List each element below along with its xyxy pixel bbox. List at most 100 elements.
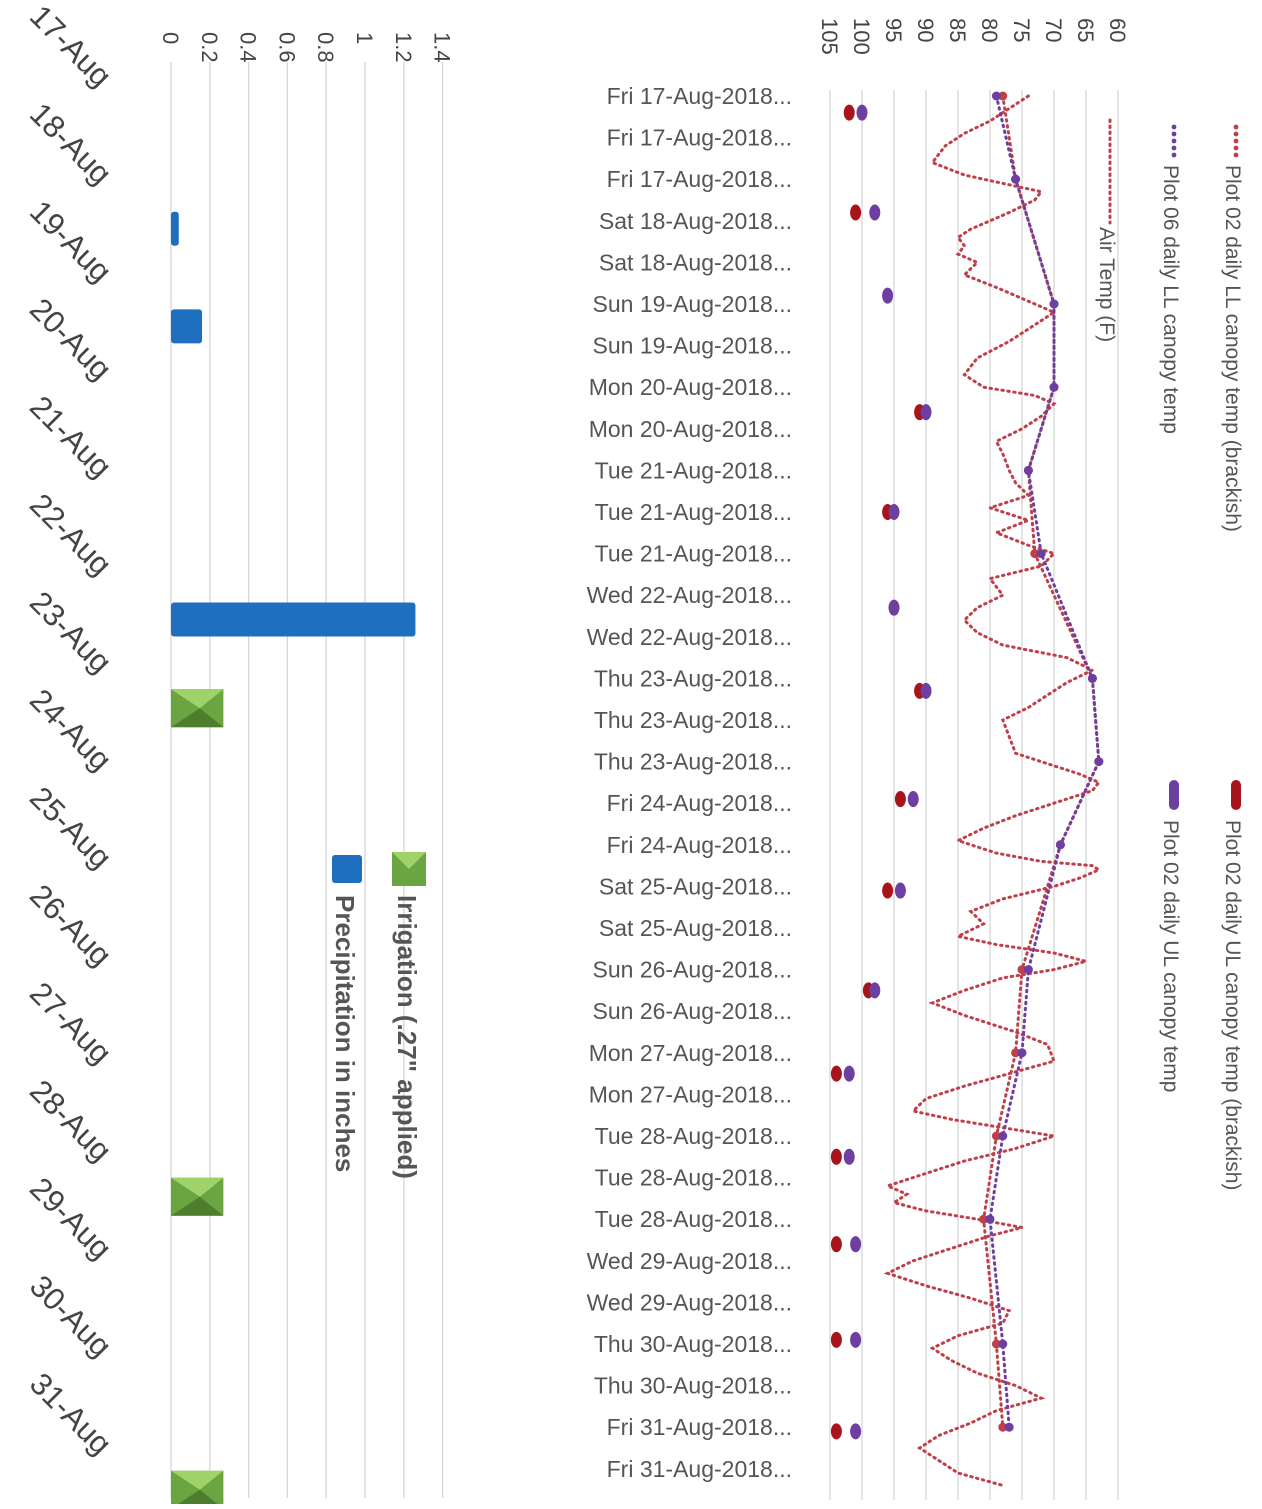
temperature-point <box>1011 174 1021 184</box>
legend-item: Air Temp (F) <box>1095 118 1118 342</box>
temperature-category-label: Fri 17-Aug-2018... <box>607 125 792 151</box>
temperature-category-label: Fri 31-Aug-2018... <box>607 1414 792 1440</box>
rain-date-label: 20-Aug <box>23 291 118 386</box>
temperature-point <box>850 1236 862 1253</box>
legend-item: Plot 02 daily UL canopy temp <box>1159 780 1182 1092</box>
temperature-category-label: Fri 31-Aug-2018... <box>607 1456 792 1482</box>
rain-date-label: 24-Aug <box>23 682 118 777</box>
temperature-point <box>979 1214 989 1224</box>
temperature-point <box>920 404 932 421</box>
legend-marker <box>1171 124 1177 130</box>
rain-tick-label: 1.4 <box>430 32 455 63</box>
temperature-category-label: Sat 18-Aug-2018... <box>599 249 792 275</box>
legend-item: Plot 02 daily UL canopy temp (brackish) <box>1221 780 1244 1190</box>
legend-marker <box>1171 138 1177 144</box>
temperature-point <box>830 1331 842 1348</box>
temperature-axis-ticks: 60 65 70 75 80 85 90 95 100 105 <box>817 18 1130 55</box>
temperature-point <box>869 204 881 221</box>
temperature-category-label: Thu 23-Aug-2018... <box>594 749 792 775</box>
temperature-category-label: Fri 24-Aug-2018... <box>607 832 792 858</box>
temperature-point <box>894 882 906 899</box>
temperature-category-label: Thu 30-Aug-2018... <box>594 1373 792 1399</box>
temperature-category-label: Tue 28-Aug-2018... <box>595 1123 792 1149</box>
temperature-category-label: Wed 29-Aug-2018... <box>587 1248 792 1274</box>
temperature-category-label: Thu 23-Aug-2018... <box>594 665 792 691</box>
temperature-point <box>856 104 868 121</box>
temperature-category-label: Tue 21-Aug-2018... <box>595 499 792 525</box>
temperature-point <box>882 882 894 899</box>
legend-marker <box>1233 131 1239 137</box>
temperature-point <box>1004 1422 1014 1432</box>
temperature-point <box>830 1236 842 1253</box>
temperature-category-label: Mon 27-Aug-2018... <box>589 1040 792 1066</box>
temperature-category-label: Sat 25-Aug-2018... <box>599 873 792 899</box>
temperature-point <box>1017 965 1027 975</box>
legend-marker <box>1171 145 1177 151</box>
temperature-series-lines <box>883 94 1102 1487</box>
rain-tick-label: 0.2 <box>197 32 222 63</box>
temperature-point <box>850 204 862 221</box>
temperature-point <box>998 1339 1008 1349</box>
temperature-category-label: Sun 26-Aug-2018... <box>593 957 792 983</box>
temperature-category-label: Sun 19-Aug-2018... <box>593 291 792 317</box>
temperature-tick-label: 90 <box>913 18 938 42</box>
temperature-category-label: Wed 22-Aug-2018... <box>587 582 792 608</box>
legend-marker <box>1171 152 1177 158</box>
legend-marker <box>1231 780 1241 810</box>
rain-date-label: 28-Aug <box>23 1073 118 1168</box>
temperature-category-label: Tue 28-Aug-2018... <box>595 1165 792 1191</box>
temperature-point <box>843 1065 855 1082</box>
temperature-category-label: Wed 29-Aug-2018... <box>587 1289 792 1315</box>
temperature-point <box>1023 965 1033 975</box>
temperature-point <box>985 1214 995 1224</box>
temperature-point <box>998 1131 1008 1141</box>
temperature-category-label: Mon 20-Aug-2018... <box>589 374 792 400</box>
legend-label: Precipitation in inches <box>330 895 360 1172</box>
rain-bars <box>171 211 416 1509</box>
legend-label: Plot 02 daily LL canopy temp (brackish) <box>1221 165 1244 532</box>
temperature-category-label: Fri 17-Aug-2018... <box>607 83 792 109</box>
temperature-category-label: Fri 17-Aug-2018... <box>607 166 792 192</box>
temperature-point <box>1011 1048 1021 1058</box>
temperature-series-line <box>883 94 1102 1487</box>
temperature-category-labels: Fri 17-Aug-2018... Fri 17-Aug-2018... Fri … <box>587 83 792 1482</box>
temperature-category-label: Fri 24-Aug-2018... <box>607 790 792 816</box>
legend-item: Precipitation in inches <box>330 855 362 1172</box>
temperature-category-label: Mon 27-Aug-2018... <box>589 1081 792 1107</box>
rain-tick-label: 0.8 <box>313 32 338 63</box>
temperature-category-label: Tue 21-Aug-2018... <box>595 541 792 567</box>
temperature-category-label: Mon 20-Aug-2018... <box>589 416 792 442</box>
temperature-category-label: Thu 23-Aug-2018... <box>594 707 792 733</box>
legend-item: Plot 02 daily LL canopy temp (brackish) <box>1221 124 1244 532</box>
temperature-point <box>998 1422 1008 1432</box>
rain-date-label: 22-Aug <box>23 487 118 582</box>
temperature-series-line <box>982 94 1101 1429</box>
legend-marker <box>1169 780 1179 810</box>
temperature-point <box>888 504 900 520</box>
temperature-point <box>907 791 919 808</box>
temperature-gridlines <box>829 90 1119 1500</box>
temperature-tick-label: 100 <box>849 18 874 55</box>
temperature-series-markers <box>830 91 1104 1440</box>
temperature-category-label: Tue 28-Aug-2018... <box>595 1206 792 1232</box>
legend-marker <box>1233 152 1239 158</box>
temperature-tick-label: 85 <box>945 18 970 42</box>
legend-label: Plot 06 daily LL canopy temp <box>1159 165 1182 434</box>
temperature-point <box>1055 840 1065 850</box>
rain-date-label: 26-Aug <box>23 878 118 973</box>
temperature-point <box>882 287 894 304</box>
rain-tick-label: 1 <box>352 32 377 44</box>
temperature-point <box>1023 465 1033 475</box>
temperature-point <box>1049 382 1059 392</box>
temperature-tick-label: 95 <box>881 18 906 42</box>
rain-date-label: 17-Aug <box>23 0 118 94</box>
rain-date-label: 30-Aug <box>23 1268 118 1363</box>
legend-marker <box>332 855 362 883</box>
temperature-point <box>991 1131 1001 1141</box>
rain-date-labels: 17-Aug18-Aug19-Aug20-Aug21-Aug22-Aug23-A… <box>23 0 118 1461</box>
legend-marker <box>1233 138 1239 144</box>
temperature-category-label: Wed 22-Aug-2018... <box>587 624 792 650</box>
legend-label: Plot 02 daily UL canopy temp (brackish) <box>1221 820 1244 1190</box>
temperature-point <box>830 1065 842 1082</box>
